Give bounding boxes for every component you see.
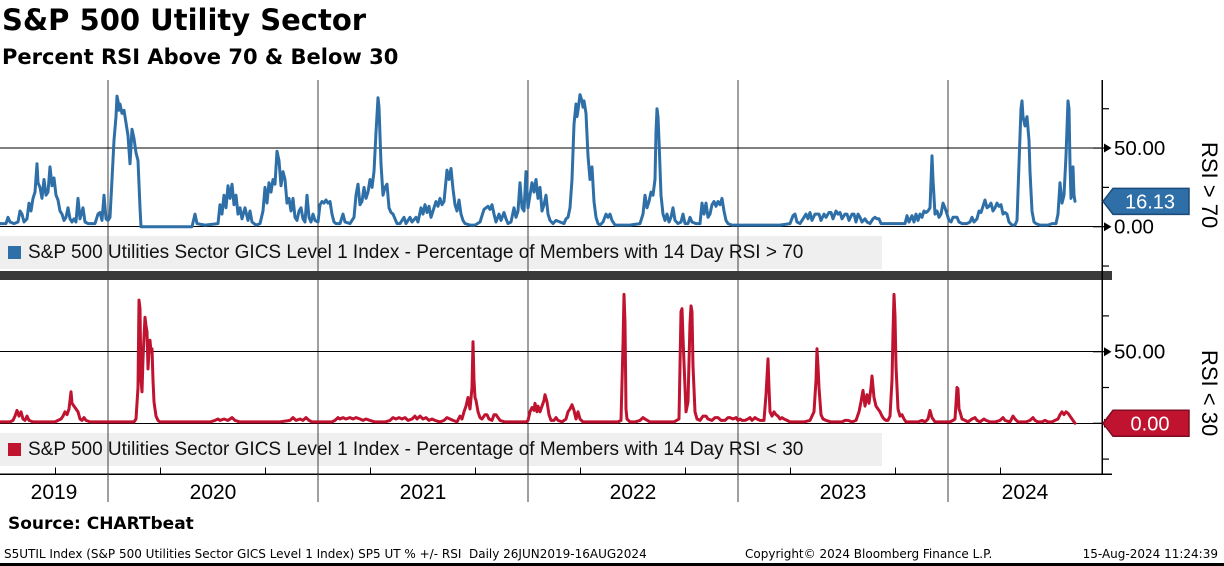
panel-separator: [0, 271, 1112, 280]
y-tick-arrow-icon: [1104, 347, 1112, 357]
y-tick-arrow-icon: [1104, 143, 1112, 153]
footer-copyright: Copyright© 2024 Bloomberg Finance L.P.: [745, 547, 993, 561]
red-last-value-badge: [1102, 409, 1190, 438]
page-title: S&P 500 Utility Sector: [2, 3, 367, 37]
x-year-label-2021: 2021: [400, 481, 447, 504]
red-series-swatch-icon: [8, 443, 21, 456]
x-year-label-2019: 2019: [31, 481, 78, 504]
blue-last-value-badge: [1102, 187, 1190, 216]
legend-rsi-below-30: S&P 500 Utilities Sector GICS Level 1 In…: [8, 435, 803, 465]
legend-rsi-above-70: S&P 500 Utilities Sector GICS Level 1 In…: [8, 238, 803, 268]
bottom-frame-line: [0, 563, 1224, 566]
right-axis-title-rsi-above-70: RSI > 70: [1197, 141, 1222, 229]
x-year-label-2020: 2020: [190, 481, 237, 504]
legend-band-1: [0, 433, 882, 466]
legend-rsi-above-70-label: S&P 500 Utilities Sector GICS Level 1 In…: [28, 242, 804, 263]
footer-security-description: S5UTIL Index (S&P 500 Utilities Sector G…: [4, 547, 647, 561]
footer-timestamp: 15-Aug-2024 11:24:39: [1082, 547, 1218, 561]
y-tick-arrow-icon: [1104, 222, 1112, 232]
blue-series-line: [0, 93, 1077, 229]
blue-last-value-label: 16.13: [1125, 191, 1175, 213]
x-year-label-2022: 2022: [610, 481, 657, 504]
y-tick-label-panel0-0: 0.00: [1114, 216, 1154, 239]
legend-rsi-below-30-label: S&P 500 Utilities Sector GICS Level 1 In…: [28, 439, 804, 460]
red-last-value-label: 0.00: [1131, 413, 1170, 435]
x-year-label-2023: 2023: [820, 481, 867, 504]
red-series-line: [0, 292, 1077, 425]
x-year-label-2024: 2024: [1002, 481, 1049, 504]
page-subtitle: Percent RSI Above 70 & Below 30: [2, 45, 399, 69]
blue-series-swatch-icon: [8, 246, 21, 259]
source-line: Source: CHARTbeat: [8, 514, 194, 534]
y-tick-label-panel1-50: 50.00: [1114, 341, 1165, 364]
right-axis-title-rsi-below-30: RSI < 30: [1197, 349, 1222, 437]
legend-band-0: [0, 236, 882, 269]
y-tick-label-panel0-50: 50.00: [1114, 137, 1165, 160]
